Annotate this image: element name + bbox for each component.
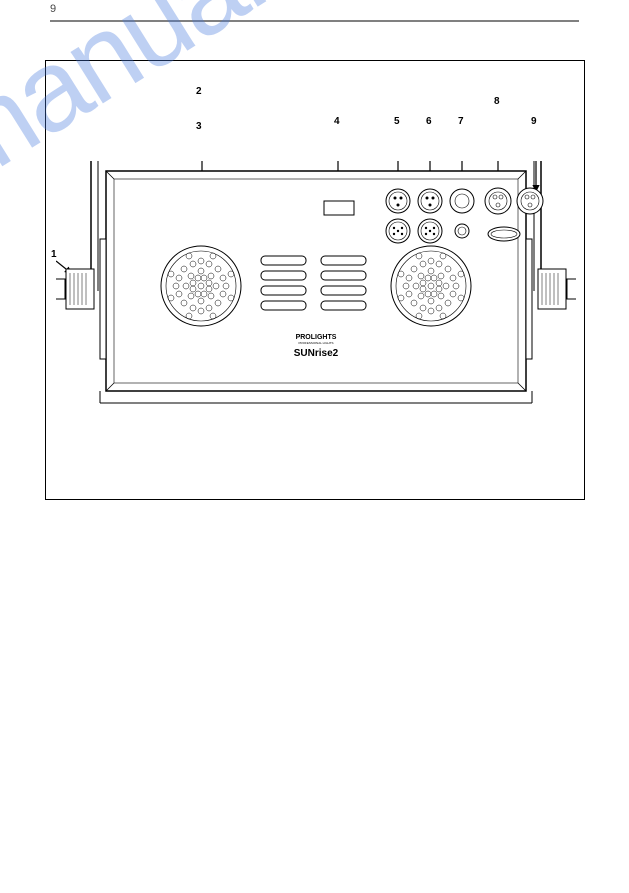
callout-7: 7 bbox=[458, 116, 464, 127]
callout-3: 3 bbox=[196, 121, 202, 132]
figure-container: 2 3 4 5 6 7 8 9 1 bbox=[45, 60, 585, 500]
device-svg: PROLIGHTS PROFESSIONAL LIGHTS SUNrise2 bbox=[56, 161, 576, 461]
callout-9: 9 bbox=[531, 116, 537, 127]
brand-label-2: SUNrise2 bbox=[294, 348, 339, 359]
callout-5: 5 bbox=[394, 116, 400, 127]
callout-2: 2 bbox=[196, 86, 202, 97]
callout-6: 6 bbox=[426, 116, 432, 127]
page-number: 9 bbox=[50, 3, 56, 15]
callout-8: 8 bbox=[494, 96, 500, 107]
brand-label-1: PROLIGHTS bbox=[296, 334, 337, 341]
brand-subtitle: PROFESSIONAL LIGHTS bbox=[299, 341, 334, 345]
header-rule bbox=[50, 20, 579, 22]
callout-4: 4 bbox=[334, 116, 340, 127]
device-diagram: PROLIGHTS PROFESSIONAL LIGHTS SUNrise2 bbox=[56, 161, 576, 461]
